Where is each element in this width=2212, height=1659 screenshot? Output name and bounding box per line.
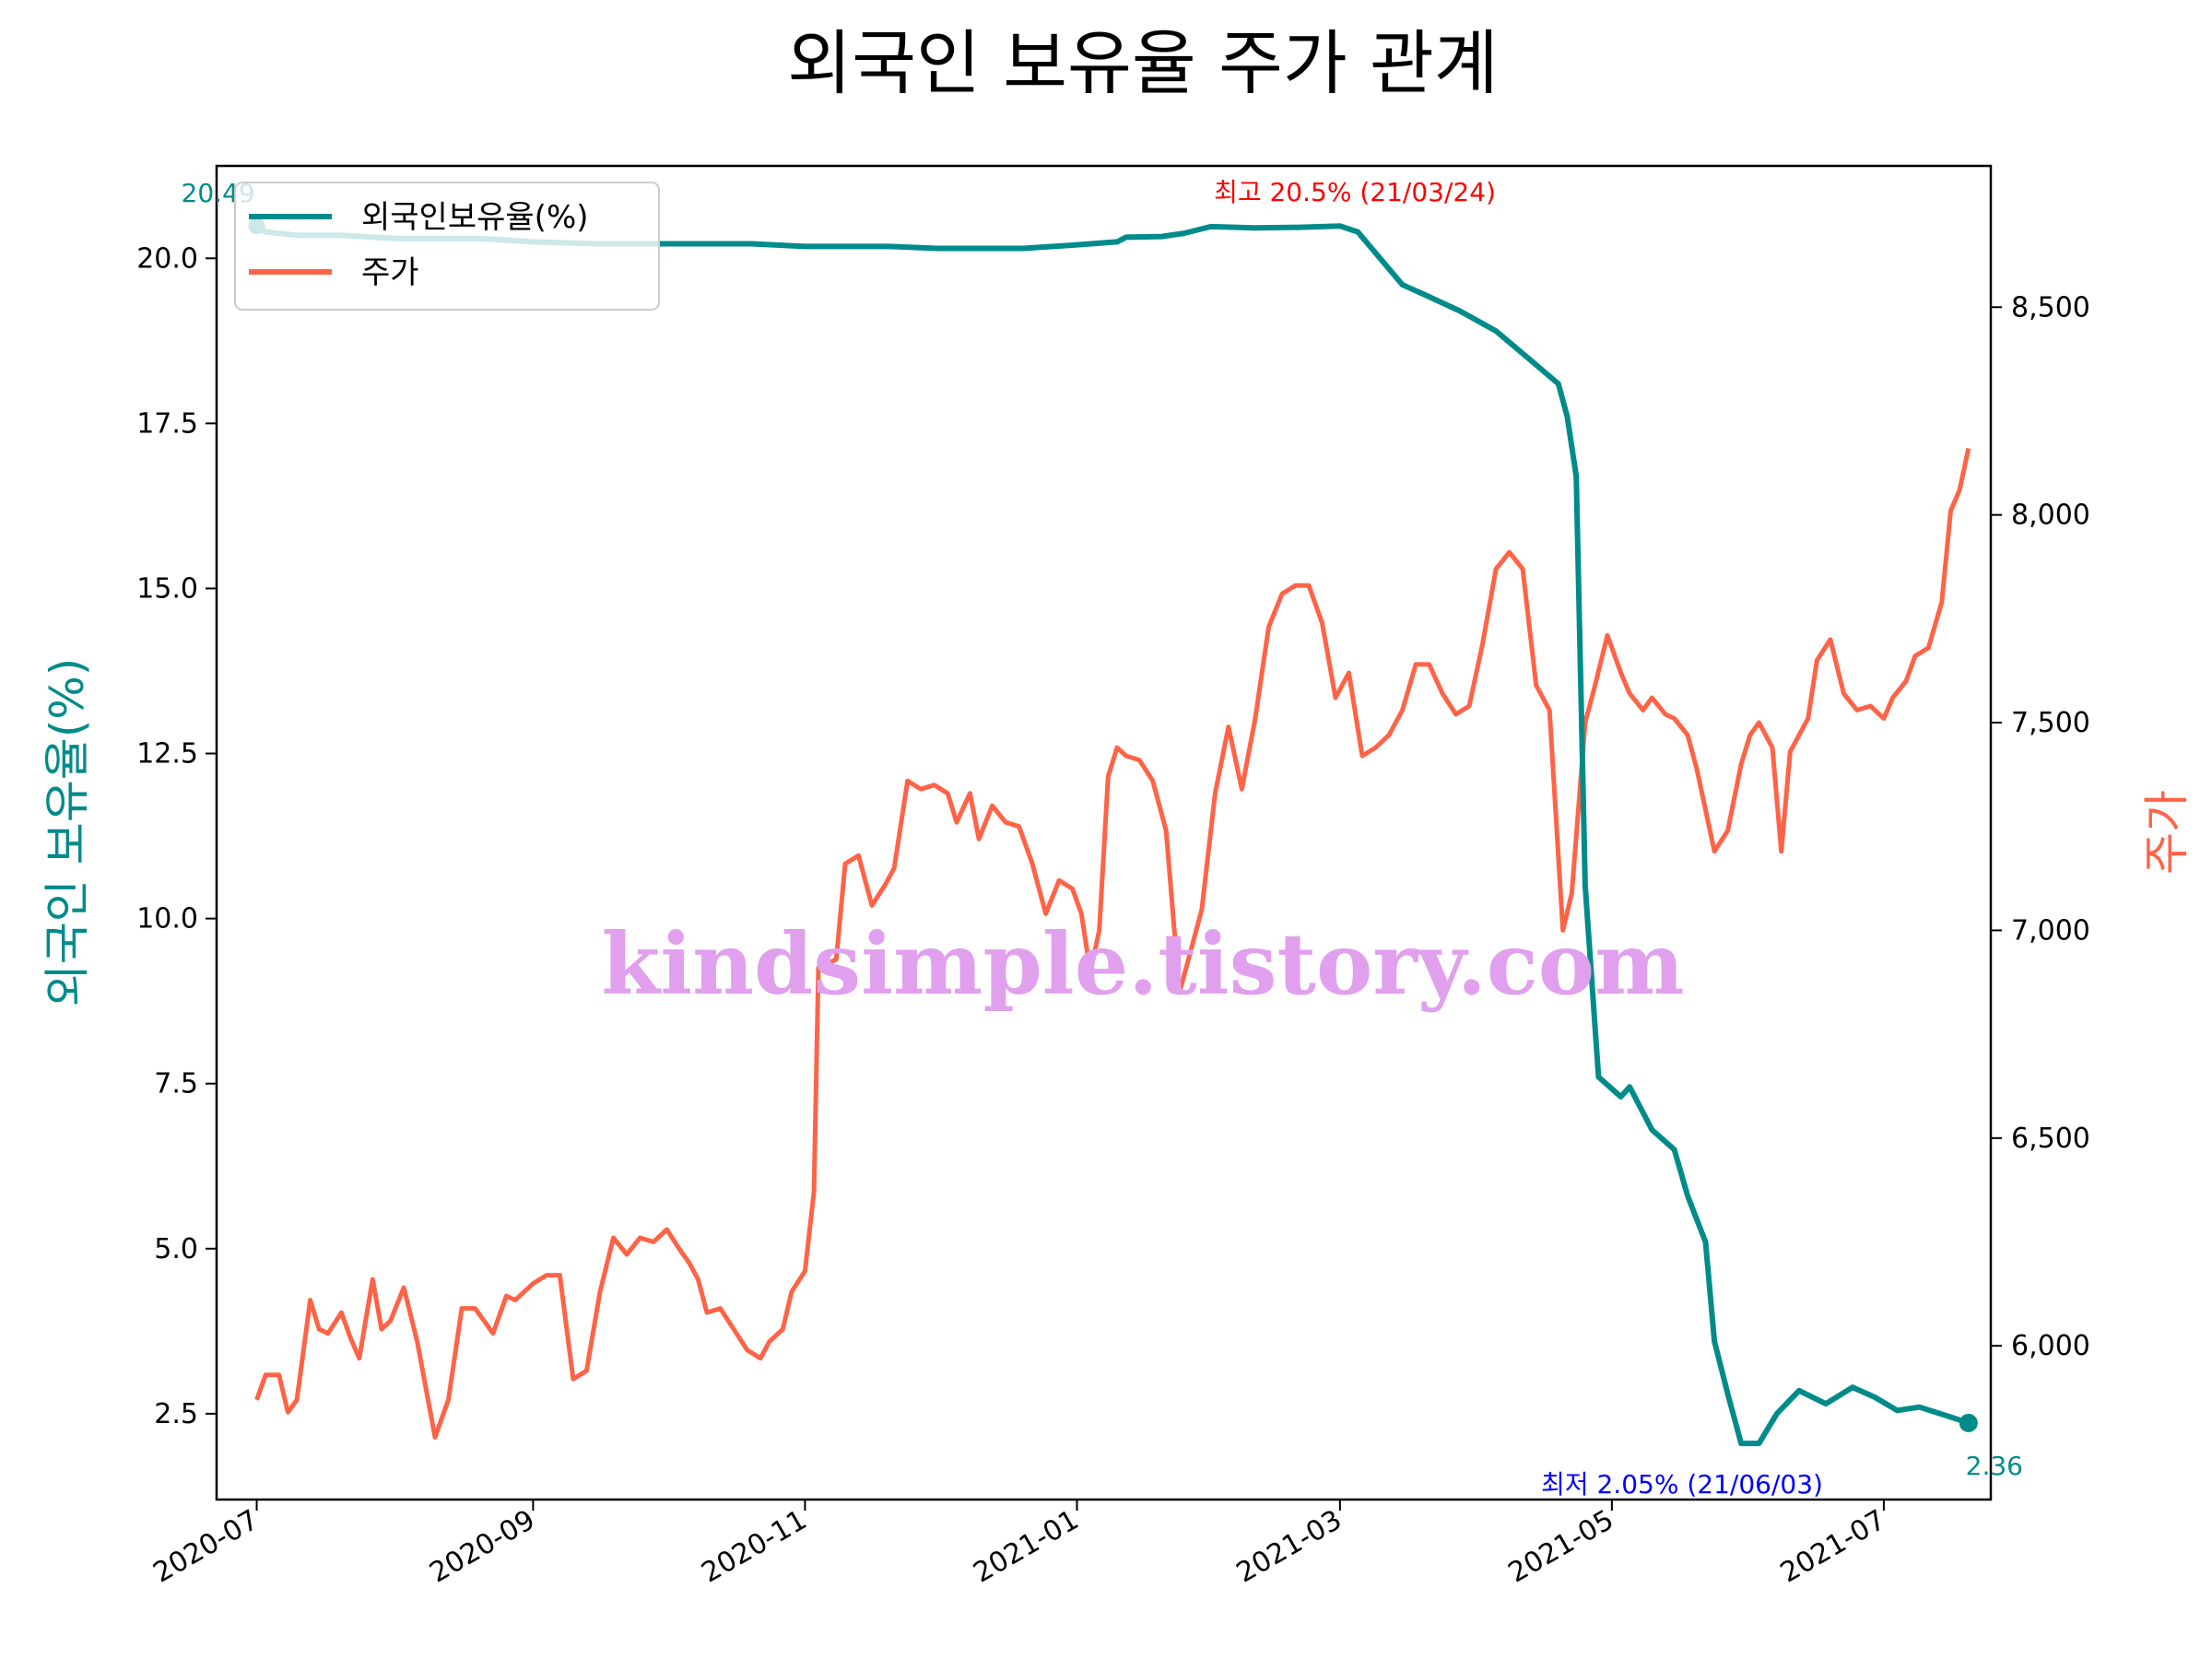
y-left-tick-label: 2.5	[154, 1398, 198, 1430]
series-line-ownership	[254, 223, 1970, 1447]
end-value-label: 2.36	[1966, 1451, 2023, 1481]
y-left-tick-label: 20.0	[136, 242, 198, 275]
x-tick-label: 2020-11	[696, 1504, 812, 1590]
min-annotation: 최저 2.05% (21/06/03)	[1541, 1469, 1823, 1500]
y-left-axis: 2.5 5.0 7.5 10.0 12.5 15.0 17.5 20.0	[136, 242, 217, 1430]
legend-box	[234, 182, 660, 311]
y-right-tick-label: 8,500	[2011, 291, 2090, 324]
legend-entry-price: 주가	[361, 254, 419, 291]
x-tick-label: 2021-07	[1775, 1504, 1891, 1590]
y-right-tick-label: 7,000	[2011, 914, 2090, 947]
y-right-tick-label: 6,500	[2011, 1123, 2090, 1155]
series-line-price	[254, 447, 1971, 1440]
end-marker	[1959, 1413, 1978, 1432]
x-tick-label: 2020-09	[424, 1504, 540, 1590]
x-tick-label: 2021-05	[1503, 1504, 1619, 1590]
y-right-axis-label: 주가	[2140, 790, 2194, 875]
legend-entry-ownership: 외국인보유율(%)	[361, 199, 589, 236]
y-left-tick-label: 10.0	[136, 903, 198, 935]
y-left-tick-label: 5.0	[154, 1233, 198, 1265]
x-tick-label: 2021-03	[1231, 1504, 1347, 1590]
y-right-axis: 6,000 6,500 7,000 7,500 8,000 8,500	[1991, 291, 2090, 1362]
chart-title: 외국인 보유율 주가 관계	[787, 22, 1499, 104]
plot-frame	[215, 164, 1993, 1501]
y-left-tick-label: 15.0	[136, 572, 198, 605]
y-right-tick-label: 6,000	[2011, 1330, 2090, 1362]
x-tick-label: 2021-01	[968, 1504, 1084, 1590]
y-left-tick-label: 7.5	[154, 1068, 198, 1100]
y-right-tick-label: 7,500	[2011, 707, 2090, 739]
x-axis: 2020-07 2020-09 2020-11 2021-01 2021-03 2021-…	[147, 1500, 1891, 1590]
legend: 외국인보유율(%) 주가	[234, 182, 660, 311]
watermark: kindsimple.tistory.com	[601, 914, 1684, 1014]
y-left-axis-label: 외국인 보유율(%)	[41, 658, 94, 1006]
x-tick-label: 2020-07	[147, 1504, 264, 1590]
y-right-tick-label: 8,000	[2011, 500, 2090, 532]
y-left-tick-label: 17.5	[136, 407, 198, 440]
y-left-tick-label: 12.5	[136, 738, 198, 771]
max-annotation: 최고 20.5% (21/03/24)	[1214, 177, 1496, 207]
series-layer	[248, 218, 1978, 1447]
